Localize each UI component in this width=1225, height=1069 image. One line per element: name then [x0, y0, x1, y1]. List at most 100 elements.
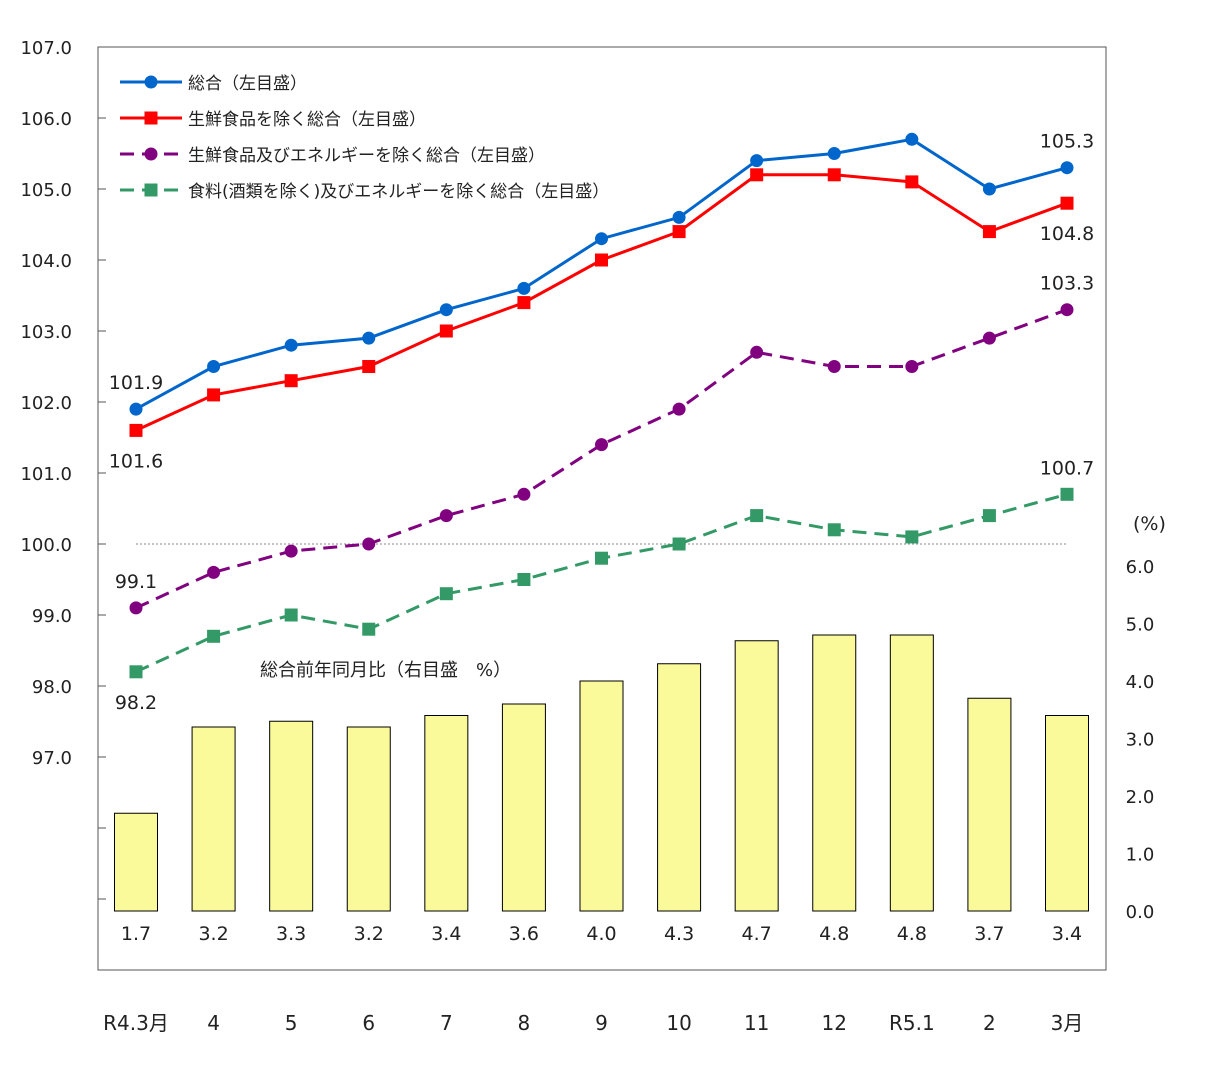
data-point — [517, 573, 531, 586]
right-axis-tick-label: 6.0 — [1126, 557, 1155, 578]
data-point — [362, 360, 376, 373]
data-point — [517, 281, 531, 295]
legend-label: 総合（左目盛） — [188, 74, 307, 94]
bar-data-label: 3.3 — [276, 923, 306, 945]
data-point — [284, 608, 298, 622]
x-axis-category-label: 12 — [822, 1011, 847, 1035]
data-point — [129, 423, 143, 437]
data-point — [750, 154, 764, 168]
left-axis-tick-label: 105.0 — [20, 180, 72, 201]
data-point — [517, 487, 531, 501]
data-point — [905, 530, 919, 544]
left-axis-tick-label: 104.0 — [20, 251, 72, 272]
x-axis-category-label: 6 — [362, 1011, 375, 1035]
data-point — [595, 232, 608, 246]
left-axis-tick-label: 106.0 — [20, 109, 72, 130]
x-axis-category-label: 3月 — [1051, 1011, 1084, 1035]
data-label: 103.3 — [1040, 273, 1094, 295]
bar-data-label: 4.8 — [897, 923, 927, 945]
bar-data-label: 3.2 — [198, 923, 228, 945]
bar — [424, 715, 469, 912]
plot-frame — [97, 46, 1107, 971]
legend-marker — [144, 75, 158, 89]
data-point — [1060, 161, 1074, 175]
legend-marker — [144, 147, 158, 161]
x-axis-category-label: R5.1 — [889, 1011, 935, 1035]
x-axis-category-label: 5 — [285, 1011, 298, 1035]
series-line-0 — [135, 137, 1068, 411]
bar-data-label: 4.8 — [819, 923, 849, 945]
legend-marker — [144, 183, 158, 197]
bar — [657, 663, 702, 912]
data-point — [362, 331, 376, 345]
bar-data-label: 3.6 — [509, 923, 539, 945]
left-axis-tick-label: 103.0 — [20, 322, 72, 343]
bar — [1045, 715, 1089, 912]
data-label: 101.6 — [109, 450, 163, 472]
right-axis-unit: (%) — [1133, 513, 1166, 535]
data-point — [439, 509, 453, 523]
data-point — [1060, 487, 1074, 501]
data-point — [595, 438, 608, 452]
left-axis-tick-label: 98.0 — [32, 677, 72, 698]
bar-data-label: 4.0 — [586, 923, 616, 945]
data-point — [1060, 196, 1074, 210]
bar-data-label: 3.7 — [974, 923, 1004, 945]
bar — [269, 720, 314, 912]
data-point — [439, 324, 453, 338]
data-point — [595, 551, 608, 565]
x-axis-category-label: 7 — [440, 1011, 453, 1035]
bar-data-label: 4.7 — [742, 923, 772, 945]
data-point — [439, 587, 453, 601]
data-point — [827, 360, 841, 373]
bar — [734, 640, 779, 912]
data-label: 99.1 — [115, 571, 157, 593]
data-label: 101.9 — [109, 372, 163, 394]
data-point — [750, 509, 764, 523]
data-point — [517, 296, 531, 310]
data-label: 105.3 — [1040, 131, 1094, 153]
bar — [812, 634, 857, 912]
right-axis-tick-label: 5.0 — [1126, 615, 1155, 636]
legend-label: 生鮮食品を除く総合（左目盛） — [188, 110, 426, 130]
bar-data-label: 1.7 — [121, 923, 151, 945]
legend-label: 生鮮食品及びエネルギーを除く総合（左目盛） — [188, 146, 545, 166]
x-axis-category-label: 4 — [207, 1011, 220, 1035]
data-point — [827, 523, 841, 537]
bar — [579, 680, 624, 912]
bar — [501, 703, 546, 912]
data-point — [672, 537, 686, 551]
right-axis-tick-label: 2.0 — [1126, 787, 1155, 808]
bar-data-label: 3.2 — [354, 923, 384, 945]
data-point — [827, 147, 841, 160]
x-axis-category-label: 11 — [744, 1011, 769, 1035]
data-point — [362, 622, 376, 636]
bar-data-label: 4.3 — [664, 923, 694, 945]
data-point — [207, 629, 221, 643]
x-axis-category-label: R4.3月 — [103, 1011, 169, 1035]
bar — [346, 726, 391, 912]
data-label: 98.2 — [115, 692, 157, 714]
bar — [191, 726, 236, 912]
data-point — [284, 338, 298, 352]
data-point — [750, 345, 764, 359]
x-axis-category-label: 10 — [666, 1011, 691, 1035]
data-point — [672, 225, 686, 239]
data-point — [129, 665, 143, 679]
data-point — [982, 182, 996, 196]
bar-data-label: 3.4 — [1052, 923, 1082, 945]
data-point — [827, 168, 841, 182]
left-axis-tick-label: 102.0 — [20, 393, 72, 414]
data-point — [207, 565, 221, 579]
data-label: 100.7 — [1040, 457, 1094, 479]
data-point — [750, 168, 764, 182]
x-axis-category-label: 8 — [518, 1011, 531, 1035]
data-point — [905, 360, 919, 373]
data-point — [982, 225, 996, 239]
x-axis-category-label: 9 — [595, 1011, 608, 1035]
bar — [114, 812, 158, 912]
data-point — [595, 253, 608, 267]
left-axis-tick-label: 100.0 — [20, 535, 72, 556]
right-axis-tick-label: 4.0 — [1126, 672, 1155, 693]
